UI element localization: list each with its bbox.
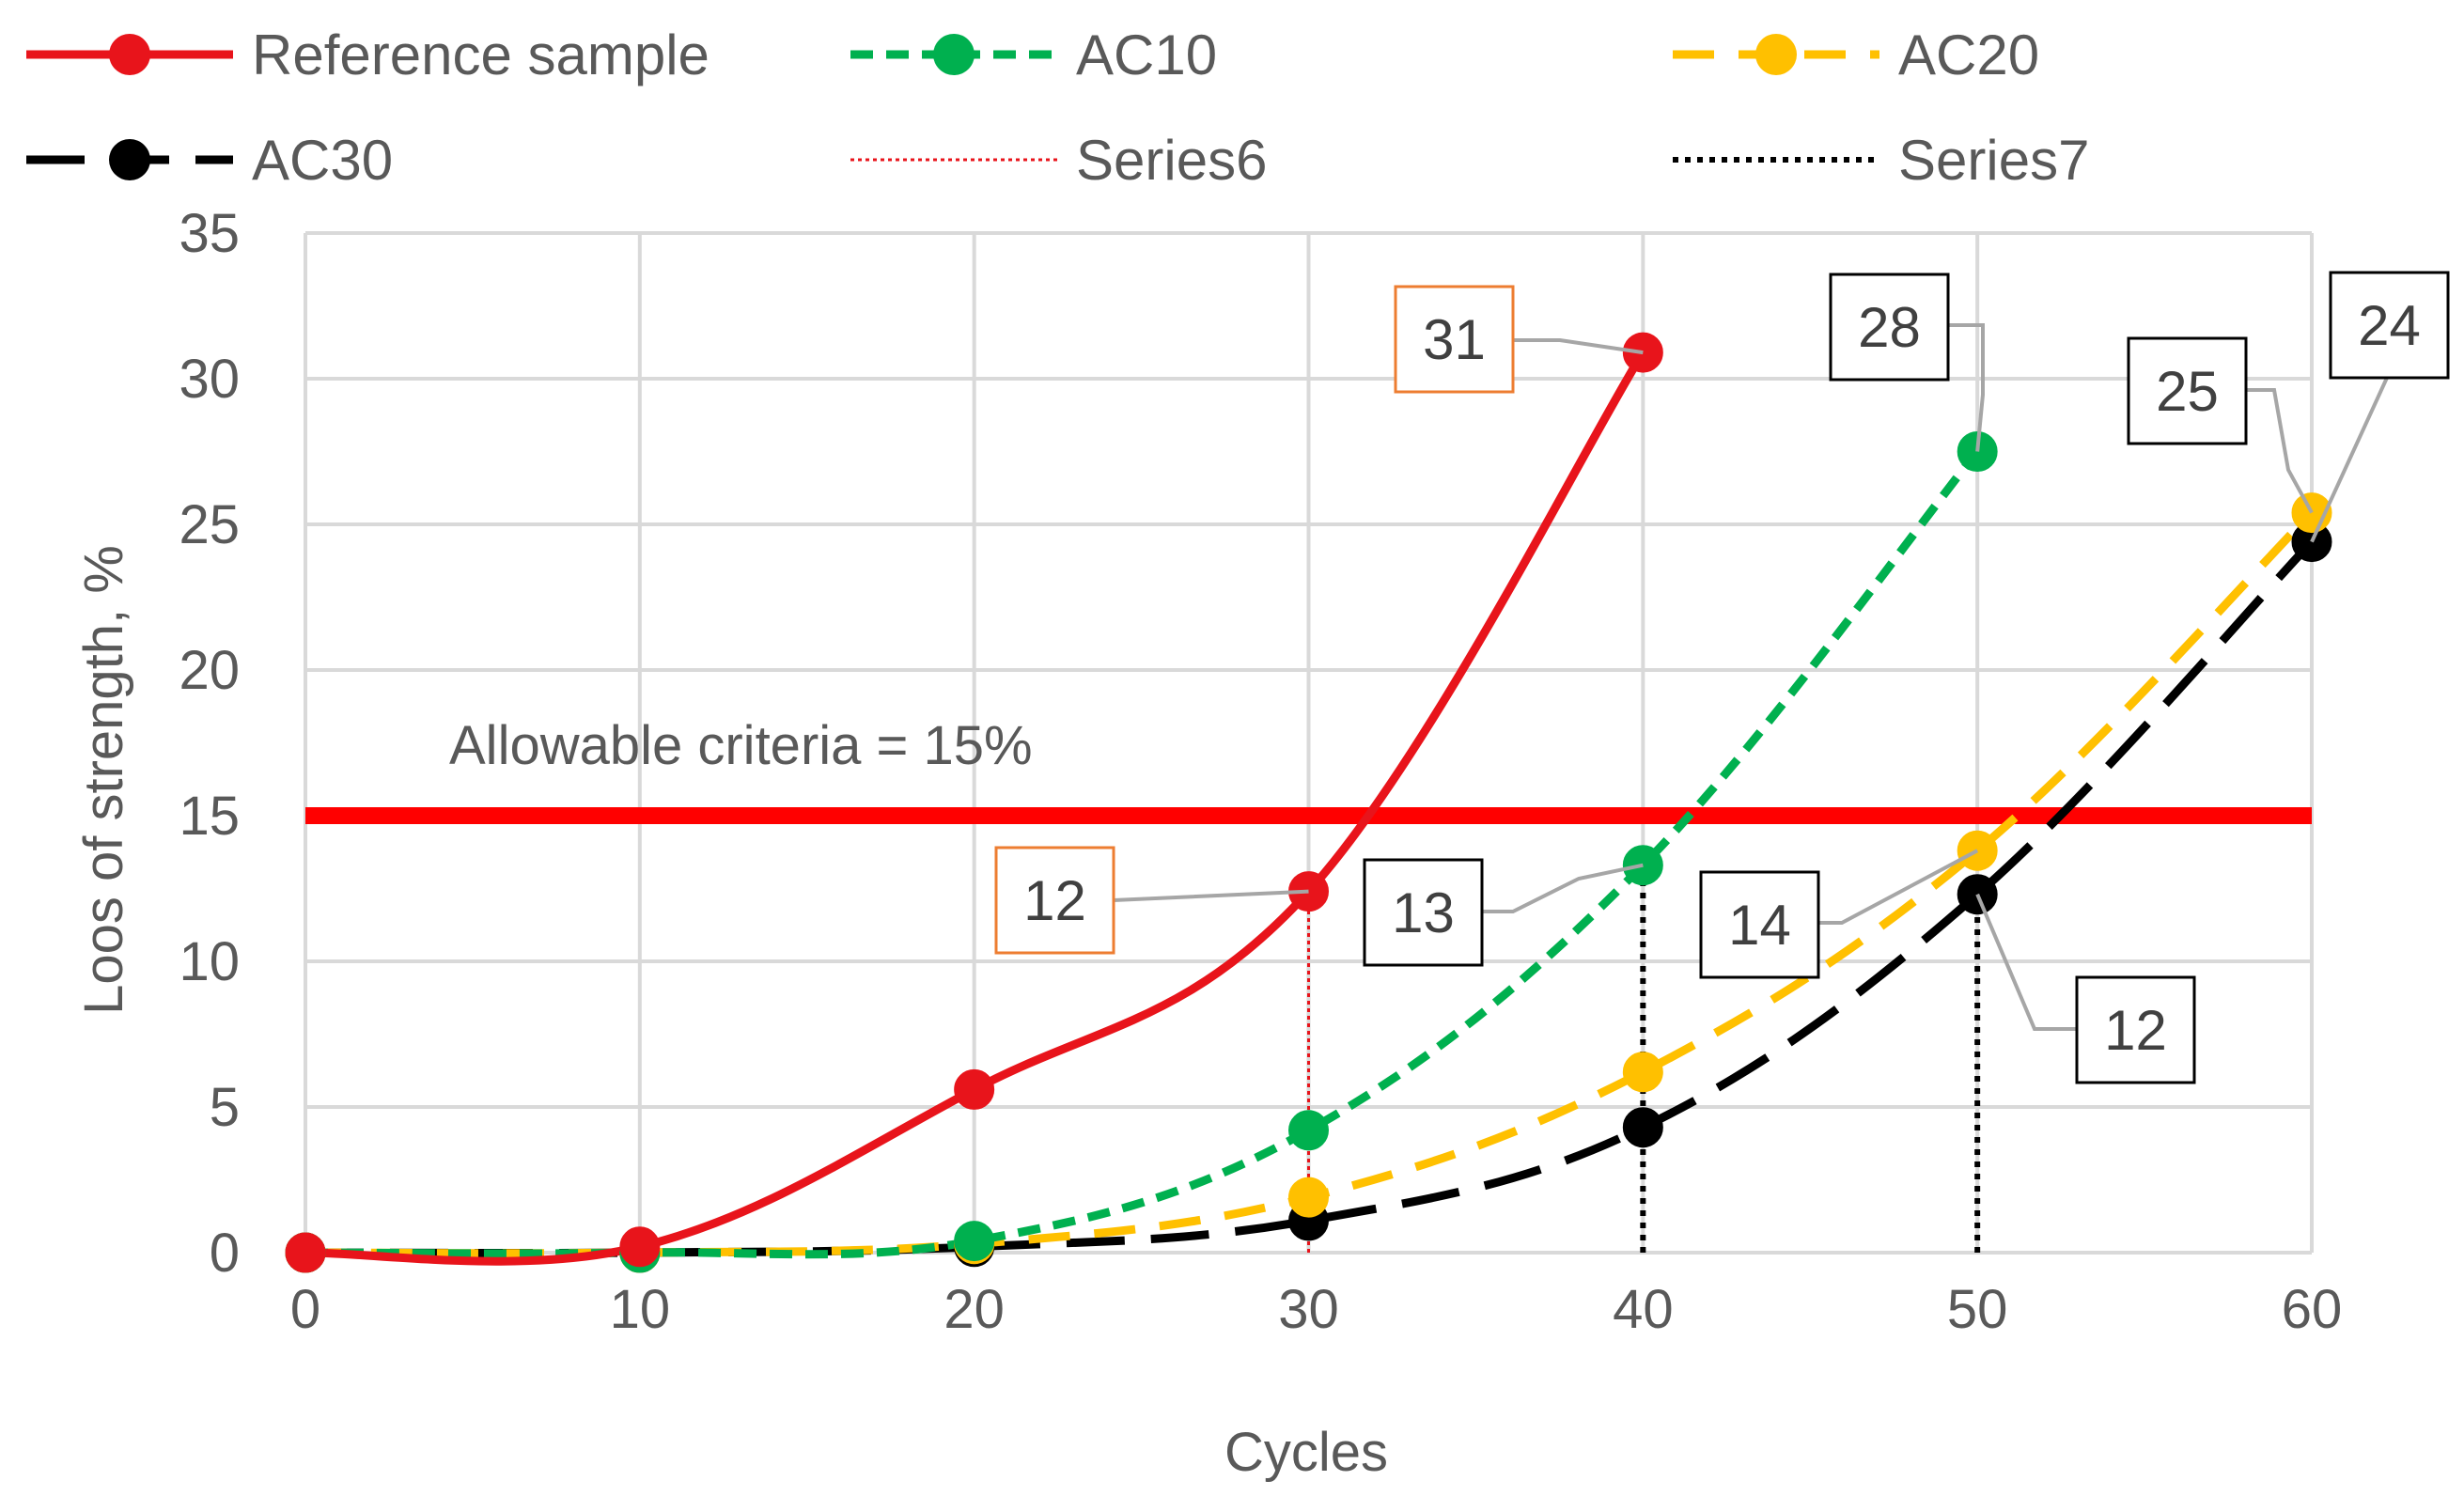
ac10-marker — [1288, 1110, 1329, 1151]
ac10-marker — [954, 1221, 995, 1262]
data-label-leader — [2246, 388, 2314, 514]
data-label-box — [1829, 273, 1950, 382]
x-tick-label: 0 — [290, 1279, 320, 1340]
reference-sample-marker — [619, 1226, 661, 1268]
legend-marker-reference-sample — [109, 34, 150, 75]
y-tick-label: 30 — [179, 349, 240, 410]
ac30-line — [304, 538, 2316, 1257]
legend: Reference sample AC10 AC20 AC30 Series6 Serie… — [26, 23, 2089, 192]
data-label-leader — [1948, 323, 1985, 452]
reference-sample-marker — [285, 1232, 326, 1273]
legend-label-ac20: AC20 — [1898, 23, 2039, 86]
data-label-box — [994, 846, 1115, 955]
x-tick-label: 60 — [2282, 1279, 2343, 1340]
legend-marker-ac20 — [1755, 34, 1797, 75]
data-label-leader — [1975, 893, 2077, 1031]
ac20-marker — [1622, 1052, 1663, 1093]
data-label-leader — [1113, 889, 1309, 902]
data-label-box — [2329, 271, 2450, 380]
data-label: 12 — [1023, 869, 1086, 932]
data-label: 13 — [1392, 881, 1455, 944]
x-tick-label: 10 — [610, 1279, 671, 1340]
y-tick-label: 20 — [179, 640, 240, 701]
x-tick-label: 50 — [1947, 1279, 2008, 1340]
data-label: 14 — [1728, 894, 1791, 957]
data-label-leader — [1482, 863, 1644, 913]
data-label-box — [2127, 336, 2248, 445]
y-tick-label: 35 — [179, 203, 240, 264]
data-labels: 31 12 28 13 14 12 25 24 — [994, 271, 2450, 1084]
ac30-marker — [1622, 1107, 1663, 1148]
data-label-box — [1394, 285, 1515, 394]
data-label-leader — [1818, 849, 1979, 925]
data-label: 28 — [1858, 296, 1921, 359]
x-tick-label: 30 — [1278, 1279, 1339, 1340]
legend-label-ac10: AC10 — [1076, 23, 1217, 86]
legend-marker-ac10 — [933, 34, 975, 75]
ac10-line — [304, 448, 1981, 1259]
data-label-box — [1363, 858, 1484, 967]
y-tick-label: 0 — [210, 1223, 240, 1284]
legend-label-series6: Series6 — [1076, 129, 1267, 192]
data-label: 24 — [2358, 294, 2421, 357]
axes: Cycles Loos of strength, % — [73, 545, 1388, 1483]
legend-label-ac30: AC30 — [252, 129, 393, 192]
ac20-marker — [1288, 1177, 1329, 1218]
data-label: 31 — [1423, 308, 1486, 371]
data-label: 25 — [2156, 360, 2219, 423]
data-label-box — [2075, 975, 2196, 1084]
y-axis-title: Loos of strength, % — [73, 545, 134, 1015]
data-label-leader — [1513, 338, 1644, 355]
y-tick-label: 10 — [179, 931, 240, 992]
threshold-layer: Allowable criteria = 15% — [305, 715, 2312, 824]
reference-sample-marker — [954, 1068, 995, 1110]
data-label-box — [1699, 870, 1820, 979]
y-tick-label: 5 — [210, 1077, 240, 1138]
y-tick-label: 15 — [179, 786, 240, 847]
legend-marker-ac30 — [109, 139, 150, 180]
data-label-leader — [2310, 377, 2389, 543]
legend-label-series7: Series7 — [1898, 129, 2089, 192]
legend-label-reference-sample: Reference sample — [252, 23, 710, 86]
x-tick-label: 40 — [1613, 1279, 1674, 1340]
threshold-label: Allowable criteria = 15% — [449, 715, 1033, 776]
y-tick-label: 25 — [179, 494, 240, 555]
data-label: 12 — [2104, 999, 2167, 1062]
reference-sample-line — [304, 350, 1647, 1266]
x-axis-title: Cycles — [1224, 1422, 1388, 1483]
x-tick-label: 20 — [943, 1279, 1005, 1340]
